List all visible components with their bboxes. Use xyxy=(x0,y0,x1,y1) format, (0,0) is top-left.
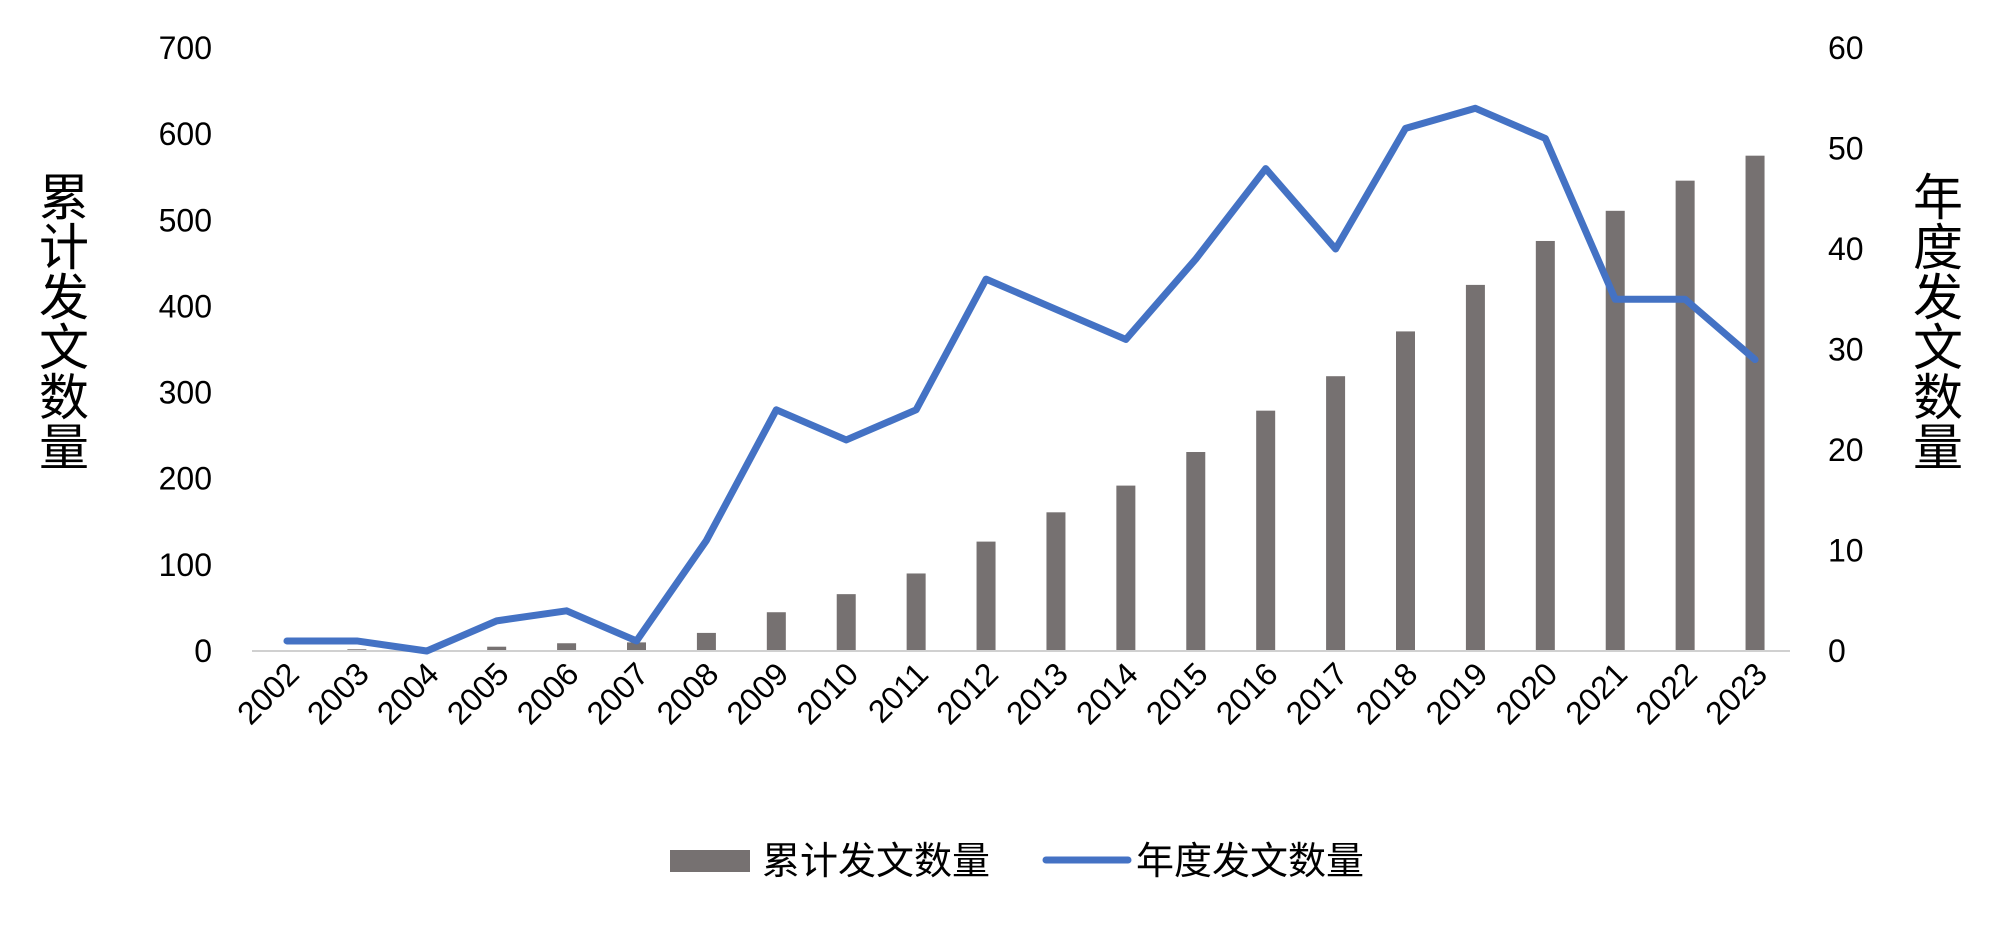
legend-swatch-cumulative xyxy=(670,850,750,872)
right-axis-title-text: 年度发文数量 xyxy=(1913,169,1963,477)
bar-series-cumulative xyxy=(277,155,1765,651)
left-tick-label: 0 xyxy=(194,633,212,669)
x-axis-ticks: 2002200320042005200620072008200920102011… xyxy=(230,655,1774,731)
line-series-annual xyxy=(283,104,1759,655)
right-axis-title: 年度发文数量 xyxy=(1913,169,1963,477)
right-tick-label: 60 xyxy=(1828,30,1864,66)
bar-2010 xyxy=(836,594,856,651)
x-tick-label: 2014 xyxy=(1069,655,1145,731)
x-tick-label: 2021 xyxy=(1558,655,1634,731)
x-tick-label: 2023 xyxy=(1698,655,1774,731)
bar-2008 xyxy=(696,632,716,651)
right-tick-label: 20 xyxy=(1828,432,1864,468)
bar-2012 xyxy=(976,541,996,651)
bar-2005 xyxy=(487,646,507,651)
x-tick-label: 2022 xyxy=(1628,655,1704,731)
x-tick-label: 2010 xyxy=(789,655,865,731)
left-tick-label: 100 xyxy=(159,547,212,583)
x-tick-label: 2009 xyxy=(719,655,795,731)
x-tick-label: 2015 xyxy=(1139,655,1215,731)
left-tick-label: 700 xyxy=(159,30,212,66)
right-tick-label: 10 xyxy=(1828,533,1864,569)
x-tick-label: 2016 xyxy=(1209,655,1285,731)
bar-2007 xyxy=(627,642,646,651)
bar-2019 xyxy=(1465,284,1485,651)
x-tick-label: 2004 xyxy=(370,655,446,731)
x-tick-label: 2007 xyxy=(580,655,656,731)
right-tick-label: 0 xyxy=(1828,633,1846,669)
bar-2006 xyxy=(557,643,577,651)
x-tick-label: 2019 xyxy=(1419,655,1495,731)
x-tick-label: 2013 xyxy=(999,655,1075,731)
right-axis-ticks: 0 10 20 30 40 50 60 xyxy=(1828,30,1864,669)
x-tick-label: 2012 xyxy=(929,655,1005,731)
bar-2009 xyxy=(766,612,786,651)
bar-2015 xyxy=(1186,452,1206,651)
bar-2020 xyxy=(1535,240,1555,651)
bar-2022 xyxy=(1675,180,1695,651)
left-axis-title-text: 累计发文数量 xyxy=(39,169,89,477)
bar-2021 xyxy=(1605,210,1625,651)
left-tick-label: 300 xyxy=(159,375,212,411)
bar-2016 xyxy=(1256,410,1276,651)
left-tick-label: 500 xyxy=(159,202,212,238)
bar-2011 xyxy=(906,573,926,651)
legend-label-annual: 年度发文数量 xyxy=(1136,839,1364,883)
x-tick-label: 2011 xyxy=(861,655,935,729)
x-tick-label: 2003 xyxy=(300,655,376,731)
left-axis-ticks: 0 100 200 300 400 500 600 700 xyxy=(159,30,212,669)
bar-2013 xyxy=(1046,512,1066,651)
x-tick-label: 2008 xyxy=(650,655,726,731)
bar-2023 xyxy=(1745,155,1765,651)
x-tick-label: 2020 xyxy=(1488,655,1564,731)
right-tick-label: 50 xyxy=(1828,131,1864,167)
legend: 累计发文数量 年度发文数量 xyxy=(670,839,1364,883)
x-tick-label: 2002 xyxy=(230,655,306,731)
right-tick-label: 40 xyxy=(1828,231,1864,267)
x-tick-label: 2006 xyxy=(510,655,586,731)
left-tick-label: 200 xyxy=(159,461,212,497)
x-tick-label: 2005 xyxy=(440,655,516,731)
bar-2018 xyxy=(1396,331,1415,651)
left-tick-label: 600 xyxy=(159,116,212,152)
bar-2017 xyxy=(1326,376,1346,651)
x-tick-label: 2017 xyxy=(1279,655,1355,731)
x-tick-label: 2018 xyxy=(1349,655,1425,731)
left-axis-title: 累计发文数量 xyxy=(39,169,89,477)
left-tick-label: 400 xyxy=(159,288,212,324)
legend-label-cumulative: 累计发文数量 xyxy=(762,839,990,883)
right-tick-label: 30 xyxy=(1828,332,1864,368)
bar-2014 xyxy=(1116,485,1136,651)
